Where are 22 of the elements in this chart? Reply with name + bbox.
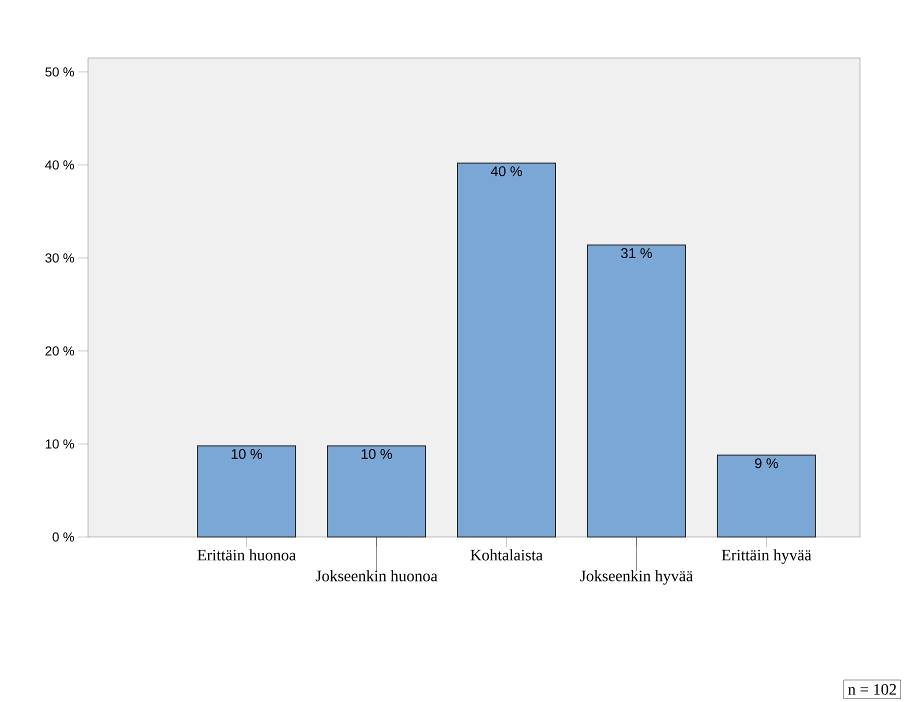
text: n = 102 — [848, 684, 896, 695]
data-label: 10 % — [362, 449, 392, 459]
bar — [456, 162, 556, 538]
data-label: 31 % — [621, 248, 652, 258]
y-tick-label: 10 % — [46, 439, 74, 449]
x-tick-label: Jokseenkin hyvää — [580, 570, 693, 585]
bar — [327, 445, 426, 538]
bar — [716, 454, 816, 538]
data-label: 40 % — [490, 166, 522, 176]
x-tick-label: Kohtalaista — [470, 549, 543, 560]
data-label: 10 % — [232, 449, 262, 459]
y-tick-label: 20 % — [46, 346, 74, 356]
y-tick-label: 50 % — [45, 67, 74, 77]
bar — [197, 445, 296, 538]
data-label: 9 % — [755, 458, 778, 468]
y-tick-label: 40 % — [45, 160, 74, 170]
y-tick-label: 0 % — [52, 532, 74, 542]
x-tick-label: Erittäin hyvää — [722, 549, 812, 564]
x-tick-label: Jokseenkin huonoa — [316, 570, 438, 582]
x-tick-label: Erittäin huonoa — [197, 549, 296, 560]
y-tick-label: 30 % — [45, 253, 74, 263]
bar — [586, 244, 686, 538]
